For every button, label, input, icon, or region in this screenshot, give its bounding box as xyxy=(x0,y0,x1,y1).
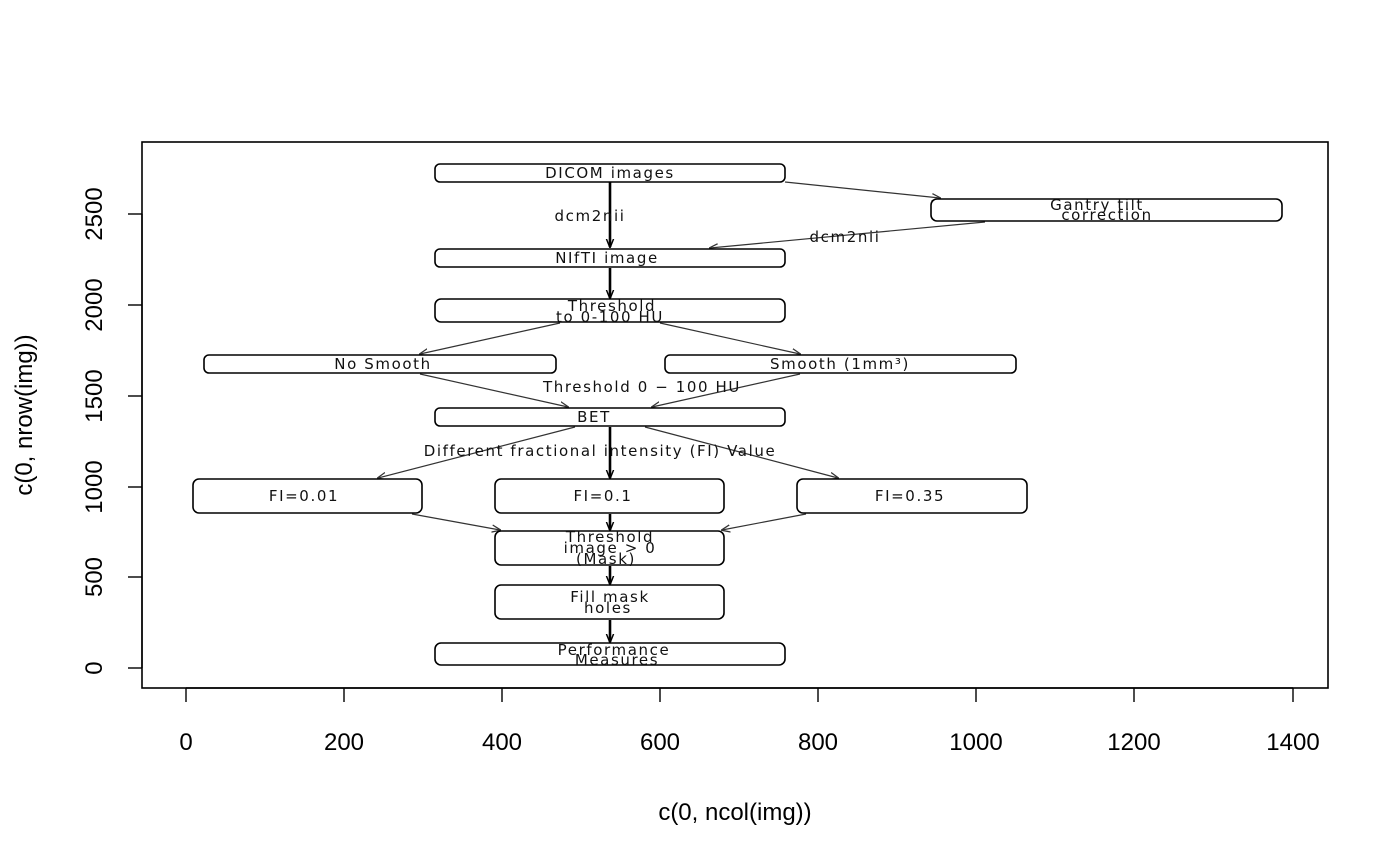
edge-bet-fi001 xyxy=(378,426,576,478)
edge-labels: dcm2nii dcm2nii Threshold 0 − 100 HU Dif… xyxy=(424,207,881,460)
y-axis-label: c(0, nrow(img)) xyxy=(11,334,38,495)
x-axis: 0 200 400 600 800 1000 1200 1400 c(0, nc… xyxy=(179,687,1320,826)
node-fi-001: FI=0.01 xyxy=(192,478,423,514)
node-label: FI=0.1 xyxy=(573,487,632,505)
node-label: FI=0.01 xyxy=(269,487,339,505)
edge-threshold-smooth xyxy=(659,322,800,354)
x-tick-label: 1200 xyxy=(1107,729,1160,756)
node-nifti-image: NIfTI image xyxy=(434,248,786,268)
node-label: Gantry tilt xyxy=(1050,196,1144,214)
node-label: Threshold xyxy=(567,297,656,315)
edge-threshold-nosmooth xyxy=(420,322,561,354)
node-label: No Smooth xyxy=(334,355,431,373)
node-label: (Mask) xyxy=(576,550,636,568)
edge-label-fi-values: Different fractional intensity (FI) Valu… xyxy=(424,442,777,460)
node-label: holes xyxy=(584,599,632,617)
node-label: to 0-100 HU xyxy=(556,308,664,326)
edge-bet-fi035 xyxy=(644,426,838,478)
node-performance-measures: Performance Measures xyxy=(434,641,786,669)
node-bet: BET xyxy=(434,407,786,427)
node-label: Fill mask xyxy=(570,588,650,606)
node-gantry-tilt: Gantry tilt correction xyxy=(930,196,1283,224)
node-smooth: Smooth (1mm³) xyxy=(664,354,1017,374)
node-label: Smooth (1mm³) xyxy=(770,355,910,373)
node-label: image > 0 xyxy=(564,539,657,557)
node-fi-01: FI=0.1 xyxy=(494,478,725,514)
edge-gantry-nifti xyxy=(710,221,986,248)
node-threshold-hu: Threshold to 0-100 HU xyxy=(434,297,786,326)
node-label: Measures xyxy=(575,651,659,669)
edge-fi001-mask xyxy=(411,513,500,530)
edge-smooth-bet xyxy=(652,373,801,407)
x-tick-label: 1400 xyxy=(1266,729,1319,756)
y-axis: 0 500 1000 1500 2000 2500 c(0, nrow(img)… xyxy=(11,187,143,675)
edge-label-dcm2nii-right: dcm2nii xyxy=(810,228,881,246)
node-label: FI=0.35 xyxy=(875,487,945,505)
node-fi-035: FI=0.35 xyxy=(796,478,1028,514)
node-fill-mask-holes: Fill mask holes xyxy=(494,584,725,620)
edge-label-dcm2nii-left: dcm2nii xyxy=(555,207,626,225)
x-axis-label: c(0, ncol(img)) xyxy=(658,799,811,826)
node-label: NIfTI image xyxy=(555,249,659,267)
x-tick-label: 400 xyxy=(482,729,522,756)
edges xyxy=(378,181,986,642)
edge-fi035-mask xyxy=(722,513,807,530)
node-label: DICOM images xyxy=(545,164,675,182)
y-tick-label: 0 xyxy=(81,661,108,674)
node-label: Performance xyxy=(558,641,671,659)
node-label: BET xyxy=(577,408,611,426)
node-label: Threshold xyxy=(565,528,654,546)
y-tick-label: 1000 xyxy=(81,460,108,513)
x-tick-label: 0 xyxy=(179,729,192,756)
edge-label-threshold-hu: Threshold 0 − 100 HU xyxy=(542,378,741,396)
x-tick-label: 800 xyxy=(798,729,838,756)
edge-dicom-gantry xyxy=(784,181,940,198)
y-tick-label: 1500 xyxy=(81,369,108,422)
node-threshold-mask: Threshold image > 0 (Mask) xyxy=(494,528,725,568)
node-dicom-images: DICOM images xyxy=(434,163,786,183)
nodes: DICOM images Gantry tilt correction NIfT… xyxy=(192,163,1283,669)
x-tick-label: 1000 xyxy=(949,729,1002,756)
node-no-smooth: No Smooth xyxy=(203,354,557,374)
y-tick-label: 2000 xyxy=(81,278,108,331)
y-tick-label: 500 xyxy=(81,557,108,597)
x-tick-label: 200 xyxy=(324,729,364,756)
y-tick-label: 2500 xyxy=(81,187,108,240)
x-tick-label: 600 xyxy=(640,729,680,756)
node-label: correction xyxy=(1061,206,1152,224)
edge-nosmooth-bet xyxy=(419,373,568,407)
